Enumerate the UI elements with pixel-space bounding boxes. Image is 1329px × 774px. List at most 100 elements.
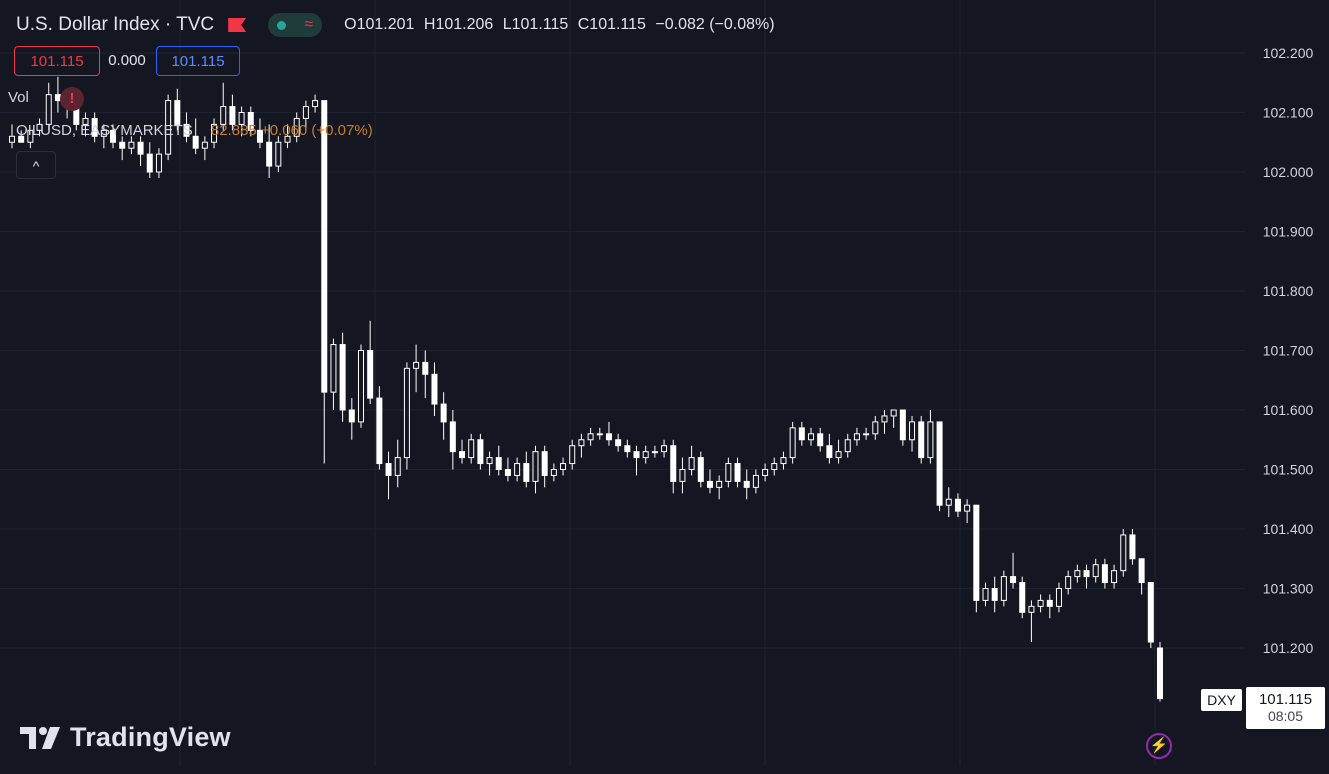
symbol-title[interactable]: U.S. Dollar Index · TVC [16, 14, 215, 35]
collapse-legend-button[interactable]: ^ [16, 151, 56, 179]
candle-104 [964, 499, 971, 524]
price-axis[interactable]: 102.200 102.100 102.000 101.900 101.800 101.7… [1263, 45, 1314, 656]
candle-41 [385, 451, 392, 500]
close-value: C101.115 [577, 16, 646, 33]
candle-113 [1046, 594, 1053, 619]
price-tick-label: 101.200 [1263, 640, 1314, 656]
candle-73 [679, 457, 686, 494]
warning-icon[interactable]: ! [60, 87, 84, 111]
high-value: H101.206 [423, 16, 494, 33]
candle-116 [1074, 564, 1081, 583]
buy-price-button[interactable]: 101.115 [156, 46, 240, 76]
change-value: −0.082 (−0.08%) [655, 16, 775, 33]
candle-105 [973, 504, 980, 613]
candle-36 [339, 332, 346, 422]
flag-icon[interactable] [228, 18, 247, 32]
candle-77 [716, 475, 723, 500]
candle-96 [890, 409, 897, 428]
candle-65 [605, 421, 612, 446]
candle-82 [762, 463, 769, 482]
candle-25 [238, 106, 245, 137]
candle-79 [734, 457, 741, 488]
candle-86 [798, 421, 805, 446]
candle-10 [100, 124, 107, 149]
candle-114 [1055, 582, 1062, 613]
last-price-label: 101.115 08:05 [1246, 687, 1325, 729]
market-status-pill[interactable]: ≈ [268, 13, 323, 37]
candle-92 [853, 427, 860, 446]
candle-68 [633, 445, 640, 476]
candle-17 [165, 94, 172, 161]
candle-60 [560, 457, 567, 476]
candle-44 [413, 344, 420, 393]
tradingview-logo[interactable]: TradingView [20, 722, 231, 753]
candle-20 [192, 118, 199, 155]
candle-117 [1083, 564, 1090, 589]
candle-51 [477, 433, 484, 470]
candle-21 [201, 136, 208, 161]
candle-40 [376, 386, 383, 470]
symbol-axis-tag: DXY [1201, 689, 1242, 711]
lightning-icon[interactable]: ⚡ [1146, 733, 1172, 759]
candle-27 [256, 118, 263, 149]
spread-value: 0.000 [108, 51, 146, 69]
candle-63 [587, 427, 594, 446]
candle-109 [1010, 552, 1017, 589]
candle-34 [321, 100, 328, 464]
candle-30 [284, 124, 291, 149]
candle-106 [982, 582, 989, 607]
oil-indicator-legend[interactable]: OILUSD, EASYMARKETS 82.885 +0.060 (+0.07… [16, 122, 373, 139]
candle-4 [45, 82, 52, 131]
candle-110 [1019, 576, 1026, 619]
candle-56 [523, 451, 530, 488]
candle-81 [752, 469, 759, 494]
candle-29 [275, 136, 282, 172]
candle-0 [9, 124, 15, 149]
wave-icon: ≈ [304, 16, 314, 33]
candle-64 [596, 427, 603, 440]
ohlc-readout: O101.201 H101.206 L101.115 C101.115 −0.0… [344, 16, 779, 34]
candle-24 [229, 94, 236, 131]
candle-91 [844, 433, 851, 458]
candle-119 [1101, 558, 1108, 589]
candle-95 [881, 410, 888, 434]
candle-118 [1092, 558, 1099, 583]
price-tick-label: 101.800 [1263, 283, 1314, 299]
candle-89 [826, 433, 833, 464]
candle-71 [661, 439, 668, 458]
candle-124 [1147, 582, 1154, 648]
candle-98 [909, 415, 916, 452]
market-status-icon [277, 20, 287, 30]
candle-18 [174, 88, 181, 131]
oil-symbol-value: 82.885 +0.060 (+0.07%) [210, 122, 373, 139]
candle-15 [146, 142, 153, 178]
candle-111 [1028, 600, 1035, 643]
candle-62 [578, 433, 585, 458]
sell-price-button[interactable]: 101.115 [14, 46, 100, 76]
price-tick-label: 101.300 [1263, 581, 1314, 597]
candle-123 [1138, 558, 1145, 595]
price-tick-label: 101.700 [1263, 343, 1314, 359]
candle-38 [357, 344, 364, 428]
price-tick-label: 102.100 [1263, 105, 1314, 121]
candle-88 [817, 427, 824, 452]
candle-19 [183, 112, 190, 143]
candle-1 [18, 130, 25, 143]
low-value: L101.115 [502, 16, 569, 33]
candle-112 [1037, 594, 1044, 613]
candle-103 [954, 493, 961, 518]
candle-78 [725, 457, 732, 488]
candle-47 [440, 392, 447, 440]
candle-85 [789, 421, 796, 464]
candle-102 [945, 487, 952, 518]
candle-53 [495, 445, 502, 476]
tradingview-logo-text: TradingView [70, 722, 231, 752]
candle-69 [642, 445, 649, 464]
candle-12 [119, 136, 126, 161]
candle-84 [780, 451, 787, 470]
candle-97 [899, 409, 906, 446]
candle-28 [266, 124, 273, 178]
volume-indicator-label[interactable]: Vol [8, 89, 29, 106]
candle-108 [1000, 570, 1007, 607]
